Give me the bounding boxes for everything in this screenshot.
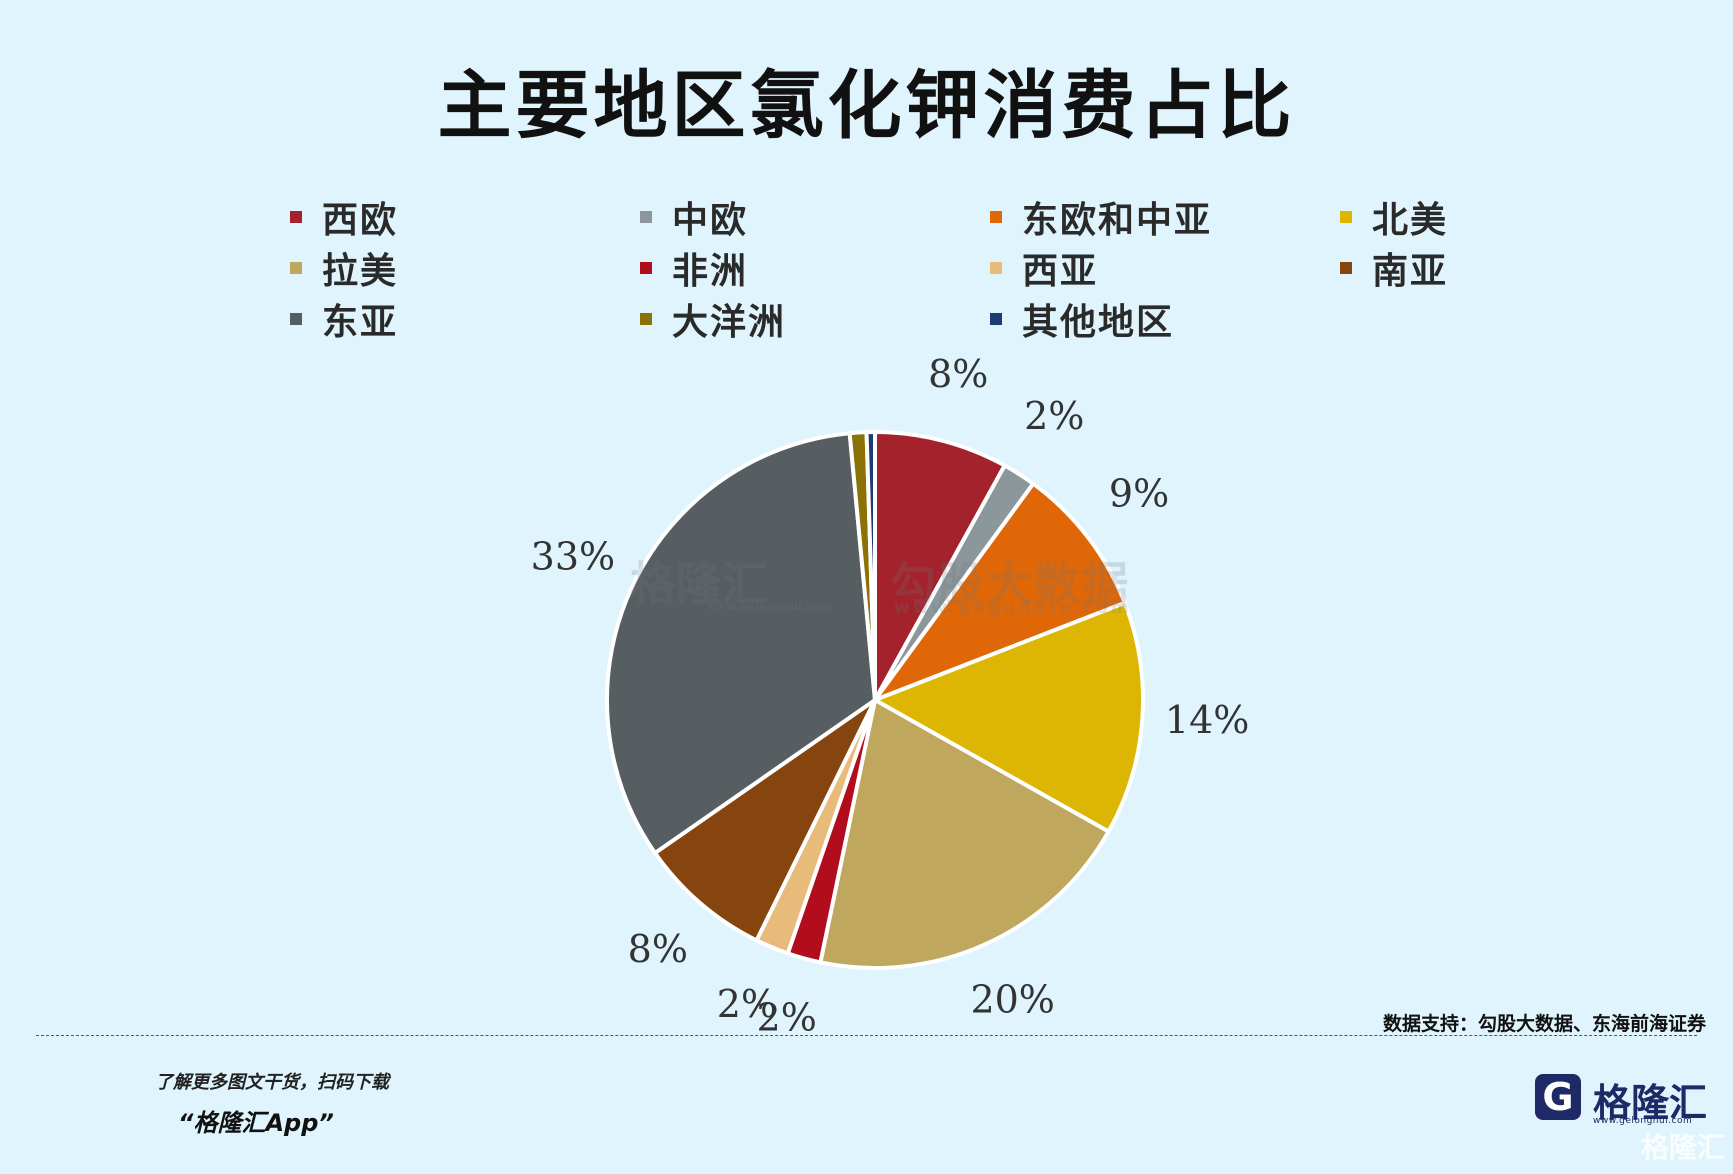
legend-swatch: [1340, 211, 1352, 223]
pie-slice: [864, 430, 877, 702]
legend-item: 大洋洲: [640, 300, 990, 343]
legend-swatch: [640, 313, 652, 325]
pie-slice: [873, 481, 1127, 702]
slice-label: 33%: [531, 534, 615, 578]
brand-logo[interactable]: G 格隆汇 www.gelonghui.com: [1535, 1070, 1707, 1130]
legend-label: 南亚: [1372, 250, 1449, 292]
legend-label: 其他地区: [1022, 301, 1175, 343]
legend-label: 中欧: [672, 199, 749, 241]
legend-swatch: [990, 211, 1002, 223]
legend-item: 其他地区: [990, 300, 1340, 343]
promo-text: 了解更多图文干货，扫码下载: [155, 1072, 389, 1093]
corner-watermark: 格隆汇: [1640, 1131, 1725, 1164]
brand-url: www.gelonghui.com: [1593, 1116, 1693, 1126]
slice-label: 8%: [928, 352, 988, 396]
slice-label: 2%: [717, 982, 777, 1026]
watermark-gelonghui: 格隆汇: [630, 557, 768, 611]
slice-label: 9%: [1109, 472, 1169, 516]
legend-item: 南亚: [1340, 249, 1540, 292]
pie-slice: [873, 600, 1145, 834]
slice-label: 14%: [1165, 698, 1249, 742]
legend-label: 西欧: [322, 199, 399, 241]
pie-slice: [605, 431, 877, 856]
promo-app-name: “格隆汇App”: [178, 1109, 334, 1137]
watermark-gogudata: 勾股大数据: [890, 557, 1130, 611]
legend-item: 中欧: [640, 198, 990, 241]
data-source: 数据支持：勾股大数据、东海前海证券: [1382, 1013, 1706, 1035]
legend-item: 非洲: [640, 249, 990, 292]
legend-swatch: [290, 262, 302, 274]
slice-label: 2%: [1024, 394, 1084, 438]
slice-label: 8%: [628, 927, 688, 971]
footer-divider: [36, 1035, 1697, 1036]
legend-item: 东亚: [290, 300, 640, 343]
legend-label: 东亚: [322, 301, 399, 343]
legend-swatch: [990, 262, 1002, 274]
legend-swatch: [990, 313, 1002, 325]
legend-label: 大洋洲: [672, 301, 787, 343]
pie-slice: [873, 430, 1007, 702]
legend-item: 西欧: [290, 198, 640, 241]
brand-g-icon: G: [1535, 1074, 1581, 1120]
legend-item: 东欧和中亚: [990, 198, 1340, 241]
legend-swatch: [290, 211, 302, 223]
legend-swatch: [290, 313, 302, 325]
pie-slice: [818, 698, 1111, 970]
slice-label: 2%: [757, 996, 817, 1040]
brand-name: 格隆汇: [1593, 1081, 1708, 1125]
legend-label: 西亚: [1022, 250, 1099, 292]
watermark-gogudata-url: www.gogudata.com: [894, 598, 1132, 618]
pie-slice: [652, 698, 877, 943]
legend-item: 西亚: [990, 249, 1340, 292]
legend-label: 东欧和中亚: [1022, 199, 1213, 241]
legend-swatch: [640, 262, 652, 274]
legend-item: 北美: [1340, 198, 1540, 241]
legend-swatch: [1340, 262, 1352, 274]
legend-swatch: [640, 211, 652, 223]
legend-label: 北美: [1372, 199, 1449, 241]
chart-title: 主要地区氯化钾消费占比: [437, 63, 1296, 149]
chart-legend: 西欧 中欧 东欧和中亚 北美拉美 非洲 西亚 南亚东亚 大洋洲 其他地区: [290, 198, 1490, 343]
legend-label: 非洲: [672, 250, 749, 292]
watermark-gelonghui-url: www.gelonghui.com: [706, 600, 832, 613]
slice-label: 20%: [970, 978, 1054, 1022]
legend-label: 拉美: [322, 250, 399, 292]
legend-item: 拉美: [290, 249, 640, 292]
